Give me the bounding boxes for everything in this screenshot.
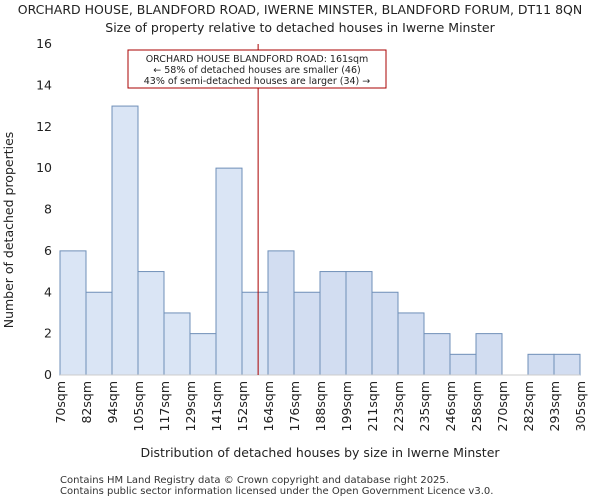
y-tick-label: 4: [44, 284, 52, 299]
bar: [111, 105, 139, 376]
bar: [319, 271, 347, 376]
bar: [85, 291, 113, 376]
annotation-line-1: ORCHARD HOUSE BLANDFORD ROAD: 161sqm: [146, 54, 369, 65]
bar: [137, 271, 165, 376]
x-axis-label: Distribution of detached houses by size …: [140, 445, 500, 460]
bar: [241, 291, 269, 376]
x-tick-label: 94sqm: [105, 381, 120, 424]
chart-subtitle: Size of property relative to detached ho…: [105, 20, 495, 35]
x-tick-label: 246sqm: [443, 381, 458, 431]
x-tick-label: 70sqm: [53, 381, 68, 424]
x-tick-label: 152sqm: [235, 381, 250, 431]
annotation-box: ORCHARD HOUSE BLANDFORD ROAD: 161sqm ← 5…: [127, 49, 387, 89]
bar: [345, 271, 373, 376]
bar: [163, 312, 191, 376]
bars: [59, 105, 581, 376]
x-tick-label: 141sqm: [209, 381, 224, 431]
x-tick-label: 211sqm: [365, 381, 380, 431]
bar: [397, 312, 425, 376]
annotation-line-3: 43% of semi-detached houses are larger (…: [144, 76, 371, 87]
x-tick-label: 188sqm: [313, 381, 328, 431]
x-tick-label: 305sqm: [573, 381, 588, 431]
x-tick-label: 82sqm: [79, 381, 94, 424]
y-tick-label: 6: [44, 243, 52, 258]
y-ticks: 0 2 4 6 8 10 12 14 16: [36, 36, 52, 382]
y-tick-label: 8: [44, 202, 52, 217]
bar: [267, 250, 295, 376]
x-tick-label: 176sqm: [287, 381, 302, 431]
x-tick-label: 164sqm: [261, 381, 276, 431]
bar: [449, 353, 477, 376]
x-tick-label: 270sqm: [495, 381, 510, 431]
y-tick-label: 12: [36, 119, 52, 134]
x-tick-label: 235sqm: [417, 381, 432, 431]
bar: [189, 333, 217, 376]
bar: [553, 353, 581, 376]
y-tick-label: 14: [36, 77, 52, 92]
bar: [215, 167, 243, 376]
y-axis-label: Number of detached properties: [1, 132, 16, 329]
bar: [527, 353, 555, 376]
x-tick-label: 293sqm: [547, 381, 562, 431]
footer-line-2: Contains public sector information licen…: [60, 486, 493, 497]
x-tick-label: 199sqm: [339, 381, 354, 431]
bar: [293, 291, 321, 376]
y-tick-label: 16: [36, 36, 52, 51]
x-tick-label: 105sqm: [131, 381, 146, 431]
annotation-line-2: ← 58% of detached houses are smaller (46…: [153, 65, 360, 76]
x-tick-label: 117sqm: [157, 381, 172, 431]
chart-title: ORCHARD HOUSE, BLANDFORD ROAD, IWERNE MI…: [18, 2, 582, 17]
footer-line-1: Contains HM Land Registry data © Crown c…: [60, 475, 449, 486]
x-tick-label: 258sqm: [469, 381, 484, 431]
x-tick-label: 129sqm: [183, 381, 198, 431]
y-tick-label: 10: [36, 160, 52, 175]
y-tick-label: 2: [44, 326, 52, 341]
bar: [423, 333, 451, 376]
x-ticks: 70sqm 82sqm 94sqm 105sqm 117sqm 129sqm 141sqm 1…: [53, 381, 588, 431]
bar: [371, 291, 399, 376]
bar: [475, 333, 503, 376]
bar: [59, 250, 87, 376]
x-tick-label: 223sqm: [391, 381, 406, 431]
x-tick-label: 282sqm: [521, 381, 536, 431]
y-tick-label: 0: [44, 367, 52, 382]
